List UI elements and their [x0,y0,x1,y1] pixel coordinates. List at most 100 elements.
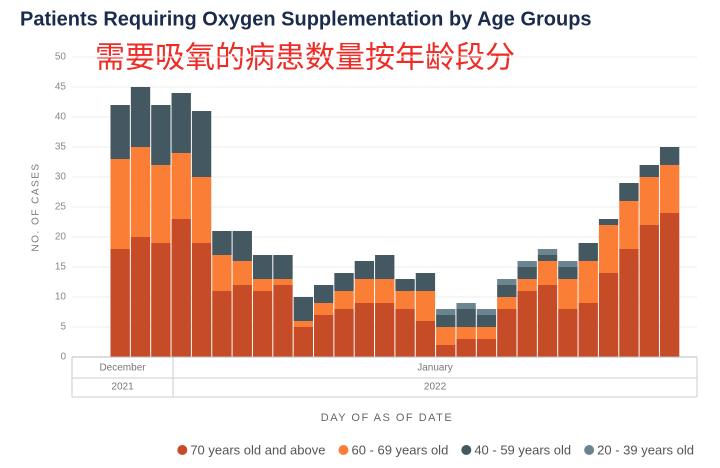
bar-segment [639,225,659,357]
y-tick-label: 15 [55,262,67,273]
bar-segment [354,279,375,303]
bar-segment [375,255,395,279]
y-tick-label: 45 [55,82,67,93]
bar-segment [110,105,130,159]
bar-segment [537,261,558,285]
bar-segment [273,255,293,279]
bar-segment [293,297,313,321]
x-group-label: January [417,363,453,374]
bar-segment [191,243,212,357]
bar-segment [476,339,497,357]
bar-segment [436,315,456,327]
bar-segment [293,327,313,357]
x-group-label: 2022 [424,382,447,393]
legend-marker [338,445,349,455]
bar-segment [171,153,191,219]
bar-segment [639,165,659,177]
bar-segment [252,291,273,357]
bar-segment [212,255,232,291]
bar-segment [659,165,680,213]
chart-title: Patients Requiring Oxygen Supplementatio… [20,8,592,30]
bar-segment [578,243,598,261]
bar-segment [395,279,415,291]
bar-segment [354,261,375,279]
bar-segment [415,321,436,357]
bar-segment [293,321,313,327]
bar-segment [191,177,212,243]
y-tick-label: 20 [55,232,67,243]
bar-segment [314,315,334,357]
bar-segment [252,279,273,291]
bar-segment [191,111,212,177]
legend-marker [177,445,188,455]
bar-segment [497,309,517,357]
bar-segment [130,147,151,237]
bar-segment [232,285,252,357]
bar-segment [619,201,639,249]
bar-segment [314,303,334,315]
bar-segment [619,183,639,201]
bar-segment [517,267,537,279]
bar-segment [456,309,476,327]
bar-segment [598,225,619,273]
x-group-label: 2021 [111,382,134,393]
bar-segment [232,261,252,285]
bar-segment [517,261,537,267]
bar-segment [110,249,130,357]
bar-segment [273,279,293,285]
bar-segment [252,255,273,279]
y-tick-label: 5 [60,322,66,333]
bar-segment [436,345,456,357]
bar-segment [578,303,598,357]
x-axis-label: DAY OF AS OF DATE [321,412,453,424]
bar-segment [558,267,578,279]
bar-segment [171,93,191,153]
bar-segment [212,231,232,255]
bar-segment [619,249,639,357]
bar-segment [456,327,476,339]
bar-segment [537,249,558,255]
y-tick-label: 50 [55,52,67,63]
bar-segment [395,291,415,309]
bar-segment [517,279,537,291]
bar-segment [415,273,436,291]
bar-segment [476,327,497,339]
chart-subtitle: 需要吸氧的病患数量按年龄段分 [95,41,515,76]
bar-segment [436,327,456,345]
bar-segment [212,291,232,357]
bar-segment [232,231,252,261]
bar-segment [598,273,619,357]
bar-segment [476,315,497,327]
bar-segment [476,309,497,315]
bar-segment [110,159,130,249]
bar-segment [436,309,456,315]
legend-marker [461,445,472,455]
y-tick-label: 30 [55,172,67,183]
bar-segment [558,279,578,309]
bar-segment [354,303,375,357]
legend-label: 40 - 59 years old [474,442,571,457]
bar-segment [659,213,680,357]
x-group-label: December [99,363,146,374]
bar-segment [497,297,517,309]
bar-segment [537,285,558,357]
bar-segment [537,255,558,261]
bar-segment [151,243,171,357]
y-tick-label: 0 [60,352,66,363]
y-axis-label: NO. OF CASES [31,162,42,251]
bar-segment [151,165,171,243]
bar-segment [497,285,517,297]
bar-segment [517,291,537,357]
y-tick-label: 10 [55,292,67,303]
bar-segment [334,273,354,291]
bar-segment [273,285,293,357]
bar-segment [558,261,578,267]
y-tick-label: 25 [55,202,67,213]
y-tick-label: 35 [55,142,67,153]
bar-segment [130,87,151,147]
bar-segment [171,219,191,357]
bar-segment [598,219,619,225]
bar-segment [151,105,171,165]
bar-segment [130,237,151,357]
bar-segment [456,303,476,309]
